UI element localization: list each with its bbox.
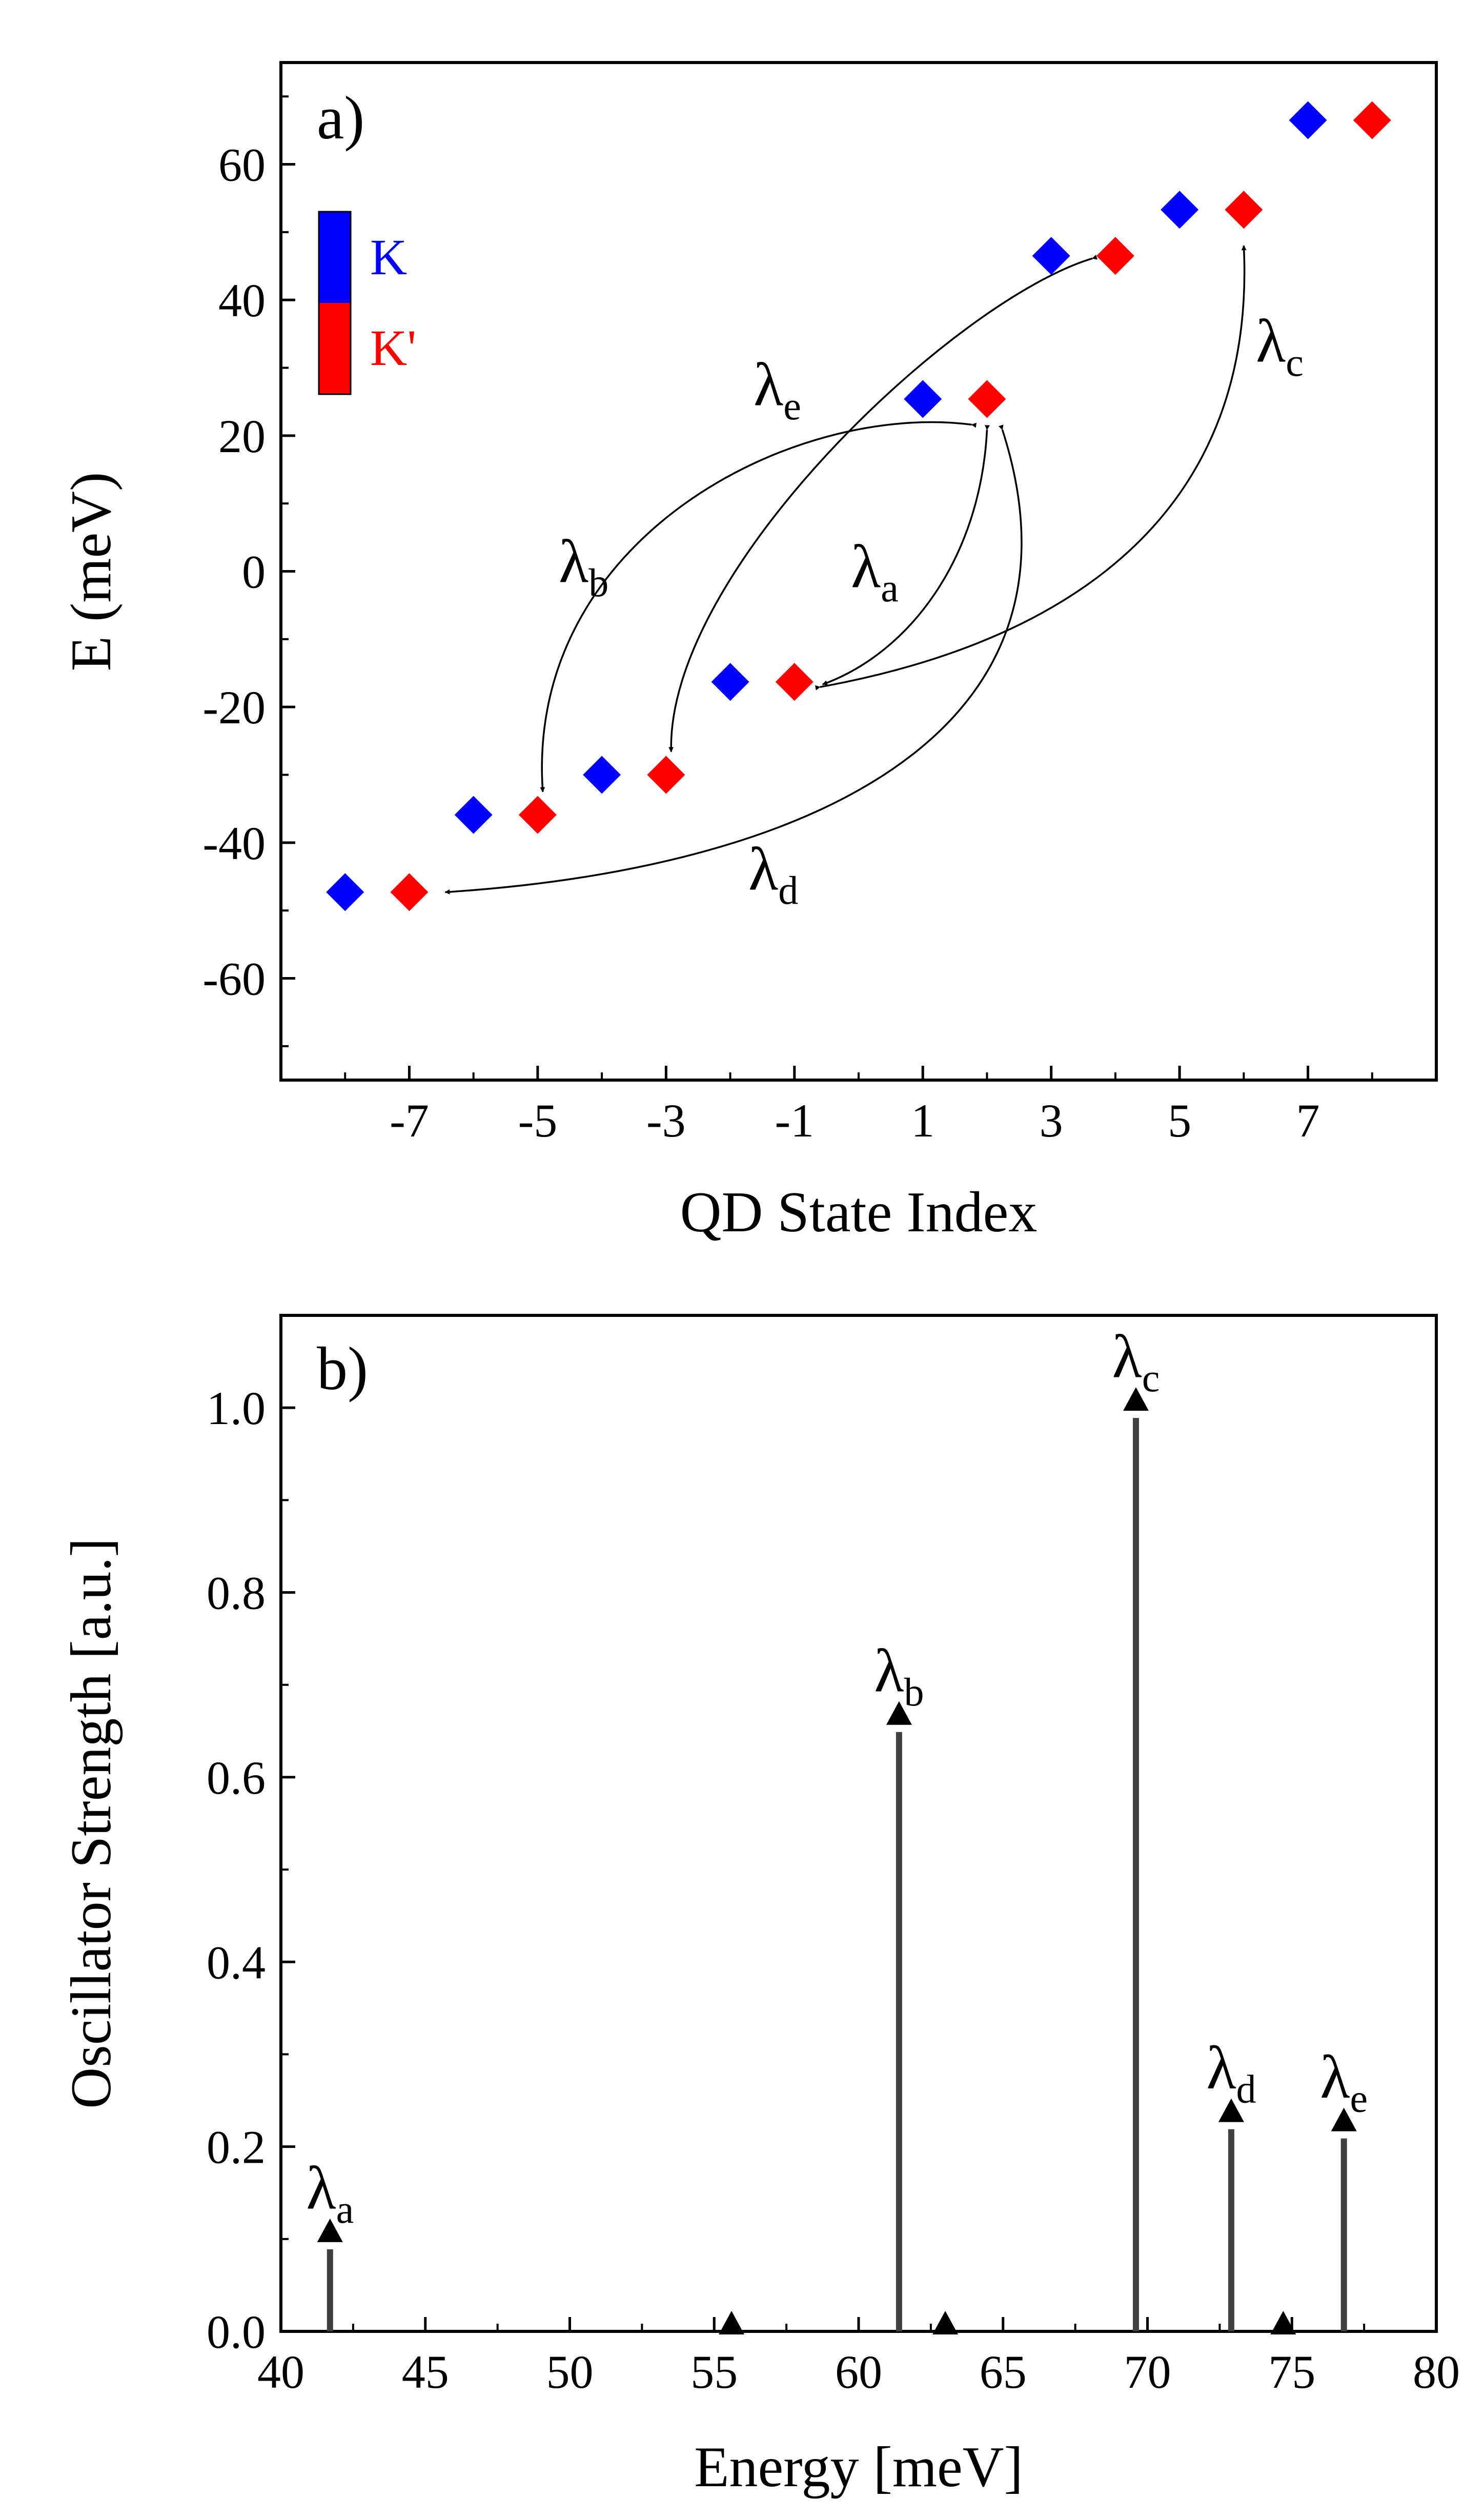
state-marker-k — [904, 380, 942, 418]
bar-marker — [1270, 2311, 1296, 2334]
state-marker-k — [1032, 237, 1070, 275]
x-tick-label: -1 — [775, 1094, 814, 1147]
state-marker-kprime — [1225, 191, 1263, 229]
y-tick-label: -40 — [202, 817, 266, 869]
bar-annotations: λa λb λc λd λe — [306, 1322, 1368, 2231]
panel-b-label: b) — [317, 1334, 368, 1403]
bar-marker — [317, 2218, 343, 2242]
bar-marker — [1218, 2098, 1244, 2122]
x-tick-label: -3 — [646, 1094, 686, 1147]
transition-label-c: λc — [1256, 307, 1304, 384]
legend-label-kprime: K' — [370, 319, 416, 376]
transition-arrow-e — [668, 254, 1097, 753]
legend-label-k: K — [370, 229, 407, 286]
x-tick-label: 50 — [546, 2346, 594, 2398]
x-tick-label: 60 — [835, 2346, 882, 2398]
state-marker-kprime — [775, 663, 814, 701]
panel-b-oscillator-strength: b) 40 45 50 55 60 65 70 75 800.00.20.40.60.81.0 … — [59, 1314, 1460, 2499]
y-tick-label: 60 — [218, 139, 266, 191]
y-tick-label: 0.0 — [207, 2306, 266, 2358]
bar-label-e: λe — [1320, 2043, 1368, 2121]
bar-marker — [1331, 2107, 1357, 2131]
state-marker-kprime — [518, 796, 557, 834]
bar-marker — [932, 2311, 959, 2334]
state-marker-k — [711, 663, 749, 701]
transition-label-b: λb — [559, 527, 608, 605]
state-markers — [326, 101, 1391, 911]
transition-arrows — [444, 245, 1247, 895]
state-marker-kprime — [1096, 237, 1134, 275]
state-marker-kprime — [1353, 101, 1391, 139]
x-tick-label: 5 — [1168, 1094, 1191, 1147]
state-marker-k — [1161, 191, 1199, 229]
x-tick-label: 70 — [1124, 2346, 1171, 2398]
x-tick-label: 75 — [1268, 2346, 1315, 2398]
y-tick-label: 0.4 — [207, 1936, 266, 1988]
panel-a-x-axis-label: QD State Index — [680, 1181, 1038, 1244]
y-tick-label: 1.0 — [207, 1382, 266, 1434]
state-marker-k — [1289, 101, 1327, 139]
x-tick-label: 65 — [980, 2346, 1027, 2398]
bar-marker — [886, 1701, 912, 1725]
bar-label-a: λa — [306, 2154, 354, 2231]
panel-b-ticks: 40 45 50 55 60 65 70 75 80 0.0 0.2 0.4 0.6 0.8 1.0 — [207, 1314, 1460, 2398]
transition-arrow-a — [822, 425, 990, 685]
transition-label-a: λa — [851, 532, 899, 610]
y-tick-label: 0.8 — [207, 1567, 266, 1619]
state-marker-kprime — [647, 756, 685, 794]
bar-marker — [1123, 1387, 1149, 1411]
transition-label-d: λd — [748, 835, 798, 912]
state-marker-k — [583, 756, 621, 794]
bar-label-c: λc — [1112, 1322, 1160, 1400]
state-marker-k — [454, 796, 493, 834]
y-tick-label: -60 — [202, 953, 266, 1005]
legend: K K' — [318, 211, 416, 395]
x-tick-label: 45 — [402, 2346, 449, 2398]
panel-b-frame — [279, 1314, 1438, 2333]
y-tick-label: -20 — [202, 681, 266, 734]
panel-a-label: a) — [317, 84, 364, 152]
panel-a-ticks: -7 -5 -3 -1 1 3 5 7 -60 -40 -20 0 20 40 60 — [202, 95, 1373, 1147]
state-marker-kprime — [968, 380, 1006, 418]
y-tick-label: 40 — [218, 274, 266, 327]
legend-swatch-k — [319, 212, 351, 303]
y-tick-label: 0.6 — [207, 1752, 266, 1804]
oscillator-bars — [317, 1387, 1357, 2334]
x-tick-label: 55 — [690, 2346, 738, 2398]
transition-labels: λa λb λc λd λe — [559, 307, 1304, 912]
x-tick-label: 7 — [1296, 1094, 1320, 1147]
bar-label-b: λb — [874, 1636, 924, 1714]
y-tick-label: 0 — [242, 546, 266, 598]
transition-arrow-c — [815, 245, 1247, 690]
x-tick-label: 3 — [1040, 1094, 1063, 1147]
transition-label-e: λe — [754, 350, 801, 428]
panel-b-x-axis-label: Energy [meV] — [694, 2435, 1023, 2499]
bar-marker — [719, 2311, 745, 2334]
legend-swatch-kprime — [319, 303, 351, 394]
y-tick-label: 20 — [218, 410, 266, 462]
y-tick-label: 0.2 — [207, 2121, 266, 2173]
panel-a-y-axis-label: E (meV) — [59, 472, 123, 672]
state-marker-kprime — [390, 873, 429, 911]
x-tick-label: -5 — [518, 1094, 558, 1147]
x-tick-label: 40 — [257, 2346, 304, 2398]
x-tick-label: 80 — [1413, 2346, 1460, 2398]
x-tick-label: 1 — [911, 1094, 934, 1147]
state-marker-k — [326, 873, 364, 911]
x-tick-label: -7 — [390, 1094, 429, 1147]
panel-b-y-axis-label: Oscillator Strength [a.u.] — [59, 1538, 123, 2109]
legend-swatch-border — [318, 211, 352, 395]
bar-label-d: λd — [1206, 2034, 1256, 2111]
transition-arrow-b — [540, 421, 977, 793]
